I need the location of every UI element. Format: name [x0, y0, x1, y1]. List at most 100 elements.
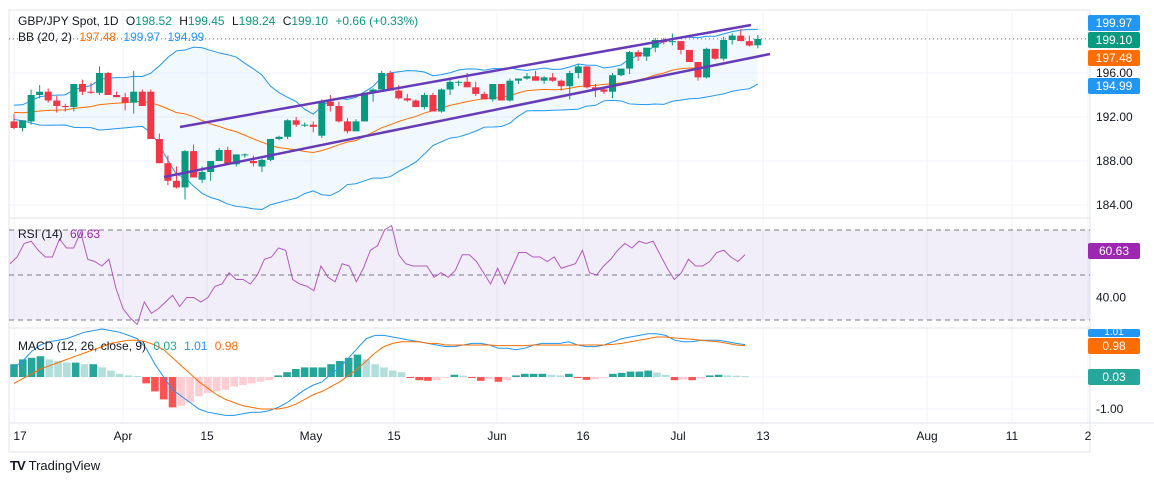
- macd-hist-bar: [71, 362, 80, 377]
- macd-hist-bar: [318, 367, 327, 377]
- macd-hist-bar: [168, 377, 177, 408]
- candle: [497, 84, 505, 101]
- candle: [113, 91, 121, 98]
- macd-pane[interactable]: [10, 328, 749, 416]
- x-tick-label: 17: [13, 429, 27, 443]
- candle-body: [634, 52, 642, 57]
- candle: [147, 89, 155, 139]
- candle: [232, 154, 240, 167]
- rsi-pane[interactable]: [9, 224, 1090, 326]
- candle-body: [87, 91, 95, 93]
- candle-body: [292, 120, 300, 125]
- macd-hist-bar: [309, 367, 318, 377]
- candle: [480, 91, 488, 100]
- macd-hist-bar: [485, 377, 494, 380]
- ohlc-high: H199.45: [179, 14, 224, 28]
- bb-legend[interactable]: BB (20, 2) 197.48 199.97 194.99: [18, 30, 208, 44]
- high-value: 199.45: [187, 14, 225, 28]
- candle: [728, 33, 736, 45]
- x-tick-label: 2: [1085, 429, 1092, 443]
- macd-hist-bar: [186, 377, 194, 403]
- candle-body: [754, 38, 762, 46]
- candle: [104, 71, 112, 95]
- candle: [523, 73, 531, 80]
- candle: [677, 41, 685, 55]
- candle-body: [172, 180, 180, 188]
- candle: [472, 81, 480, 97]
- macd-hist-bar: [10, 364, 18, 377]
- candle: [489, 84, 497, 102]
- tradingview-logo[interactable]: TV TradingView: [10, 458, 100, 473]
- macd-hist-bar: [635, 371, 644, 377]
- candle: [506, 78, 514, 102]
- candle-body: [626, 52, 634, 69]
- gridlines: [9, 10, 1090, 423]
- bb-upper-line: [13, 28, 758, 115]
- macd-hist-bar: [450, 374, 459, 377]
- candle-body: [361, 92, 369, 122]
- macd-hist-bar: [63, 362, 71, 377]
- macd-hist-bar: [459, 375, 467, 377]
- macd-hist-bar: [274, 375, 283, 377]
- macd-hist-bar: [424, 377, 432, 381]
- candle-body: [532, 76, 540, 81]
- channel-upper-line: [179, 23, 752, 129]
- candle: [292, 117, 300, 127]
- candle-body: [703, 48, 711, 78]
- candle: [343, 118, 351, 134]
- macd-hist-bar: [529, 373, 538, 377]
- candle-body: [27, 95, 35, 122]
- x-tick-label: Aug: [916, 429, 937, 443]
- macd-hist-bar: [503, 377, 512, 381]
- rsi-legend[interactable]: RSI (14) 60.63: [18, 227, 104, 241]
- x-tick-label: Jun: [487, 429, 506, 443]
- candle-body: [284, 120, 292, 137]
- candle-body: [403, 98, 411, 101]
- macd-hist-bar: [609, 373, 617, 377]
- candle: [720, 36, 728, 61]
- macd-hist-bar: [27, 357, 36, 377]
- macd-hist-bar: [89, 364, 98, 377]
- macd-hist-bar: [115, 373, 124, 377]
- candle: [361, 92, 369, 122]
- candle: [121, 92, 129, 111]
- macd-hist-bar: [80, 364, 89, 377]
- macd-hist-bar: [600, 377, 608, 378]
- candle-body: [36, 91, 44, 95]
- candle-body: [113, 95, 121, 98]
- candle-body: [420, 95, 428, 108]
- macd-hist-bar: [565, 373, 573, 377]
- candle: [249, 155, 257, 167]
- macd-legend[interactable]: MACD (12, 26, close, 9) 0.03 1.01 0.98: [18, 339, 242, 353]
- close-price-tag: 199.10: [1088, 32, 1140, 48]
- rsi-value: 60.63: [70, 227, 101, 241]
- candle: [36, 85, 44, 99]
- x-tick-label: 13: [756, 429, 770, 443]
- candle: [643, 47, 651, 61]
- ohlc-open: O198.52: [126, 14, 172, 28]
- bb-lower-price-tag: 194.99: [1088, 78, 1140, 94]
- candle: [378, 70, 386, 90]
- candle-body: [249, 161, 257, 164]
- macd-hist-bar: [661, 374, 670, 377]
- macd-hist-bar: [283, 372, 291, 377]
- candle: [514, 78, 522, 84]
- candle-body: [70, 84, 78, 108]
- candle-body: [386, 73, 394, 91]
- macd-hist-bar: [336, 361, 344, 377]
- macd-hist-bar: [230, 377, 238, 387]
- x-tick-label: 16: [576, 429, 590, 443]
- candle: [10, 113, 18, 130]
- candle-body: [668, 41, 676, 43]
- candle-body: [549, 77, 557, 81]
- candle-body: [378, 73, 386, 90]
- ohlc-close: C199.10: [283, 14, 328, 28]
- macd-hist-value: 0.03: [153, 339, 177, 353]
- price-pane[interactable]: [9, 23, 1090, 210]
- rsi-tick-label: 40.00: [1096, 291, 1126, 305]
- x-tick-label: Apr: [114, 429, 133, 443]
- open-label: O: [125, 14, 136, 28]
- candle: [138, 89, 146, 106]
